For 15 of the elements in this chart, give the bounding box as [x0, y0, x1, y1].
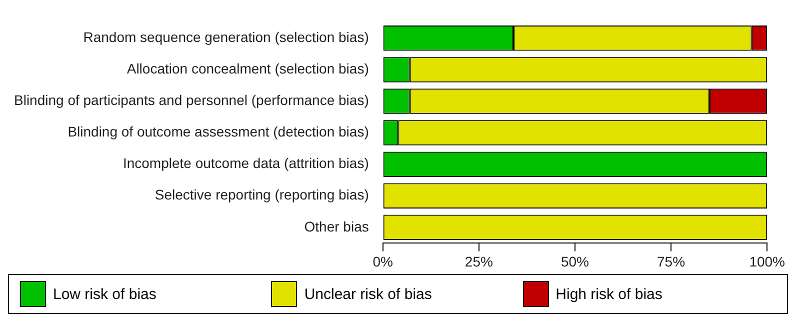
x-tick-label: 100% [749, 253, 786, 270]
x-tick-label: 50% [560, 253, 589, 270]
legend-label: High risk of bias [556, 286, 662, 302]
x-tick-label: 75% [657, 253, 686, 270]
y-tick-label: Incomplete outcome data (attrition bias) [122, 155, 369, 172]
y-tick-label: Selective reporting (reporting bias) [154, 186, 369, 203]
y-tick-label: Blinding of outcome assessment (detection bias) [68, 124, 369, 140]
legend-label: Low risk of bias [53, 286, 156, 302]
y-tick-label: Blinding of participants and personnel (performance bias) [14, 92, 369, 108]
y-tick-label: Allocation concealment (selection bias) [126, 60, 369, 77]
y-tick-label: Other bias [304, 218, 369, 234]
legend-label: Unclear risk of bias [304, 286, 432, 302]
x-tick-label: 0% [372, 253, 393, 270]
x-tick-label: 25% [464, 253, 493, 270]
y-tick-label: Random sequence generation (selection bias) [83, 29, 369, 46]
